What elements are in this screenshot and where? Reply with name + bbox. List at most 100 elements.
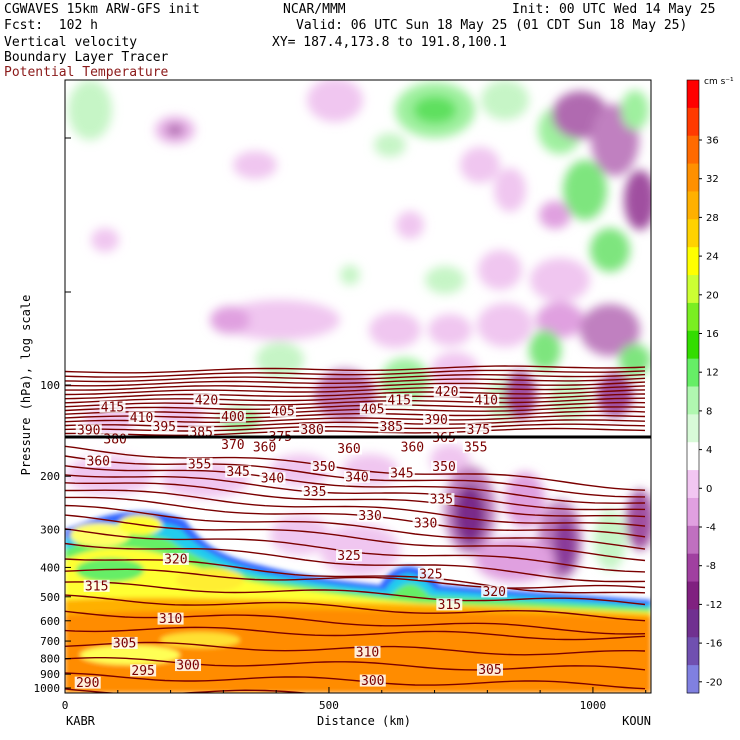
- theta-contour: [65, 496, 646, 538]
- theta-contour: [65, 393, 646, 404]
- colorbar-swatch: [687, 135, 699, 165]
- theta-label-bg: [412, 516, 439, 529]
- theta-contour: [65, 482, 646, 518]
- colorbar-swatch: [687, 163, 699, 192]
- theta-contour: [65, 365, 646, 374]
- theta-label: 360: [87, 454, 110, 469]
- theta-contour: [65, 381, 646, 391]
- theta-contour: [65, 514, 646, 562]
- theta-label-bg: [157, 612, 184, 625]
- theta-label: 335: [430, 493, 453, 508]
- theta-label-bg: [336, 442, 363, 455]
- theta-contour: [65, 558, 646, 594]
- theta-label-bg: [336, 549, 363, 562]
- theta-label-bg: [151, 420, 178, 433]
- theta-contour: [65, 504, 646, 550]
- theta-contour: [65, 427, 646, 436]
- theta-label: 415: [101, 400, 124, 415]
- theta-label: 380: [103, 433, 126, 448]
- theta-label: 400: [221, 410, 244, 425]
- theta-label: 295: [131, 664, 154, 679]
- theta-label-bg: [301, 485, 328, 498]
- theta-label: 370: [221, 438, 244, 453]
- y-tick-label: 200: [40, 470, 60, 483]
- theta-label: 305: [113, 636, 136, 651]
- distance-axis: 0 500 1000: [62, 687, 647, 712]
- colorbar-tick-label: -16: [706, 639, 722, 650]
- theta-label: 310: [159, 612, 182, 627]
- init-time: Init: 00 UTC Wed 14 May 25: [512, 2, 716, 17]
- colorbar-tick-label: 12: [706, 368, 719, 379]
- theta-label-bg: [354, 645, 381, 658]
- theta-label-bg: [465, 423, 492, 436]
- theta-label-bg: [74, 676, 101, 689]
- theta-label: 360: [253, 440, 276, 455]
- theta-label: 310: [356, 645, 379, 660]
- field-potential-temperature: Potential Temperature: [4, 65, 169, 80]
- theta-label-bg: [423, 413, 450, 426]
- theta-contour: [65, 672, 646, 690]
- theta-label-bg: [388, 466, 415, 479]
- field-vertical-velocity: Vertical velocity: [4, 35, 138, 50]
- theta-contour: [65, 385, 646, 396]
- colorbar-swatch: [687, 302, 699, 332]
- colorbar-swatch: [687, 386, 699, 415]
- theta-label: 410: [475, 393, 498, 408]
- theta-label-bg: [299, 423, 326, 436]
- theta-label-bg: [186, 457, 213, 470]
- colorbar-tick-label: 36: [706, 136, 719, 147]
- theta-label: 340: [345, 470, 368, 485]
- theta-contour: [65, 581, 646, 606]
- theta-label: 380: [300, 423, 323, 438]
- theta-label-bg: [431, 460, 458, 473]
- y-tick-label: 900: [40, 668, 60, 681]
- theta-label-bg: [85, 454, 112, 467]
- colorbar-swatch: [687, 442, 699, 471]
- colorbar-swatch: [687, 525, 699, 555]
- theta-label: 320: [164, 552, 187, 567]
- x-tick-label: 500: [319, 699, 339, 712]
- y-axis-label: Pressure (hPa), log scale: [19, 295, 33, 476]
- theta-contour: [65, 657, 646, 671]
- theta-contour: [65, 373, 646, 383]
- x-tick-label: 1000: [580, 699, 607, 712]
- theta-contour: [65, 474, 646, 511]
- theta-label: 325: [337, 549, 360, 564]
- forecast-hour: Fcst: 102 h: [4, 18, 98, 33]
- theta-label-bg: [175, 659, 202, 672]
- theta-label: 315: [438, 598, 461, 613]
- theta-label: 350: [312, 460, 335, 475]
- theta-contour: [65, 542, 646, 583]
- colorbar-tick-label: 24: [706, 252, 719, 263]
- theta-label: 355: [188, 457, 211, 472]
- theta-label: 290: [76, 676, 99, 691]
- theta-label: 330: [414, 516, 437, 531]
- theta-contour: [65, 397, 646, 408]
- theta-label-bg: [193, 393, 220, 406]
- theta-contour: [65, 445, 646, 491]
- theta-label: 385: [380, 420, 403, 435]
- theta-label: 360: [401, 440, 424, 455]
- theta-label: 315: [85, 579, 108, 594]
- potential-temperature-labels: 4154103954203854004053753804054153853904…: [74, 385, 508, 691]
- colorbar-tick-label: -12: [706, 600, 722, 611]
- colorbar-swatch: [687, 330, 699, 360]
- cross-section-endpoints: XY= 187.4,173.8 to 191.8,100.1: [272, 35, 507, 50]
- theta-label-bg: [386, 393, 413, 406]
- valid-time: Valid: 06 UTC Sun 18 May 25 (01 CDT Sun …: [296, 18, 688, 33]
- theta-label: 410: [130, 411, 153, 426]
- colorbar-tick-label: -20: [706, 677, 722, 688]
- colorbar-swatch: [687, 609, 699, 638]
- theta-contour: [65, 406, 646, 415]
- theta-label-bg: [357, 509, 384, 522]
- theta-contour: [65, 377, 646, 387]
- theta-label-bg: [111, 636, 138, 649]
- theta-contour: [65, 401, 646, 412]
- colorbar-tick-label: 4: [706, 445, 712, 456]
- theta-label-bg: [473, 393, 500, 406]
- colorbar-swatch: [687, 80, 699, 109]
- y-tick-label: 100: [40, 379, 60, 392]
- theta-contour: [65, 410, 646, 419]
- colorbar-swatch: [687, 219, 699, 248]
